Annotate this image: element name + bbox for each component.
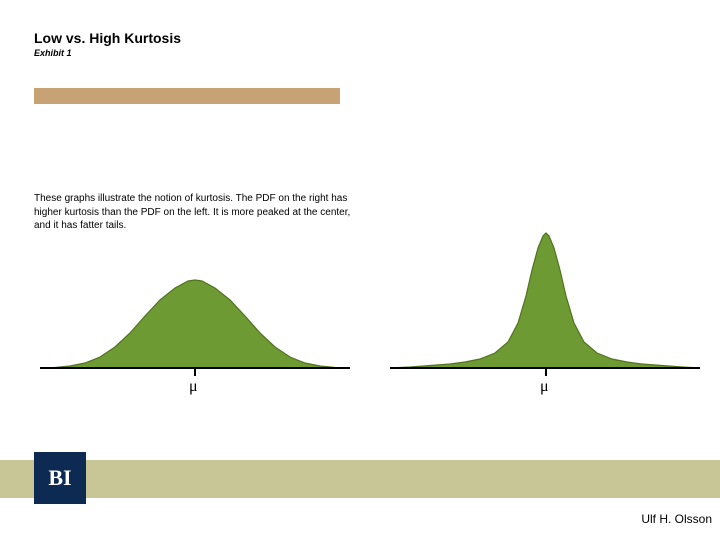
- mu-label-left: μ: [189, 378, 198, 396]
- mu-label-right: μ: [540, 378, 549, 396]
- author-name: Ulf H. Olsson: [641, 512, 712, 526]
- footer-bar: [0, 460, 720, 498]
- kurtosis-charts: [0, 0, 720, 540]
- bi-logo: BI: [34, 452, 86, 504]
